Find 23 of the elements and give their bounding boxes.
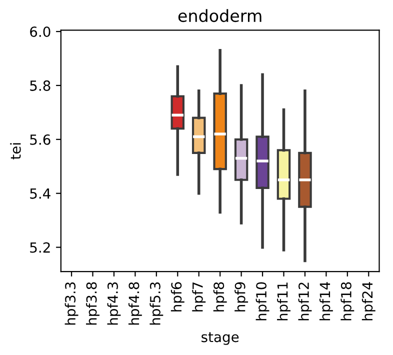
x-tick-label: hpf3.8 bbox=[86, 282, 100, 325]
x-axis-title: stage bbox=[202, 332, 239, 345]
x-tick-label: hpf24 bbox=[362, 282, 376, 320]
chart-title: endoderm bbox=[178, 9, 262, 22]
x-tick-label: hpf10 bbox=[256, 282, 270, 320]
x-tick-label: hpf4.3 bbox=[107, 282, 121, 325]
x-tick-label: hpf5.3 bbox=[150, 282, 164, 325]
y-tick-label: 5.4 bbox=[30, 188, 50, 199]
x-tick-label: hpf9 bbox=[234, 282, 248, 312]
x-tick-label: hpf12 bbox=[298, 282, 312, 320]
y-tick-label: 6.0 bbox=[30, 26, 50, 37]
y-tick-label: 5.8 bbox=[30, 80, 50, 91]
x-tick-label: hpf11 bbox=[277, 282, 290, 320]
x-tick-label: hpf18 bbox=[340, 282, 354, 320]
y-tick-label: 5.6 bbox=[30, 134, 50, 145]
x-tick-label: hpf7 bbox=[192, 282, 206, 312]
x-tick-label: hpf14 bbox=[319, 282, 333, 320]
x-tick-label: hpf6 bbox=[170, 282, 184, 312]
x-tick-label: hpf4.8 bbox=[128, 282, 142, 325]
x-tick-label: hpf3.3 bbox=[64, 282, 78, 325]
y-tick-label: 5.2 bbox=[30, 242, 50, 253]
x-tick-label: hpf8 bbox=[213, 282, 227, 312]
y-axis-title: tei bbox=[10, 143, 21, 160]
